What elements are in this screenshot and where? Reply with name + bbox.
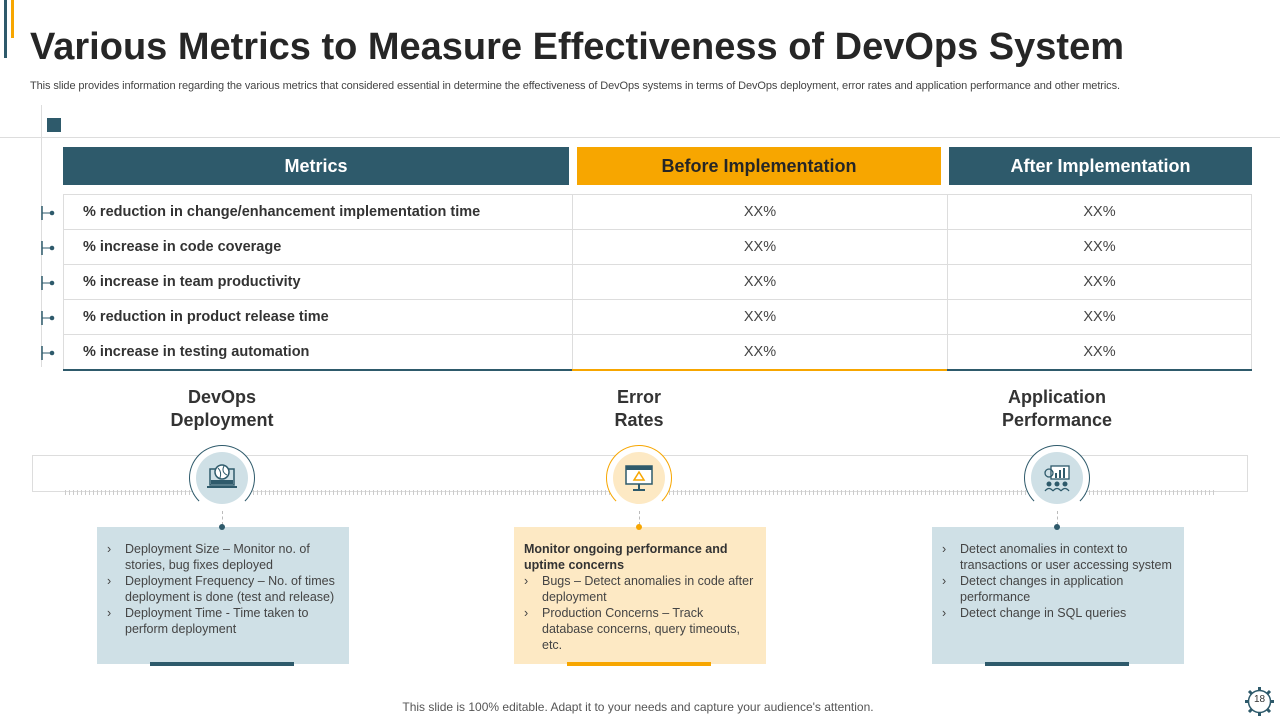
connector-line	[1057, 511, 1058, 525]
table-row: % increase in code coverage XX% XX%	[63, 230, 1252, 265]
section-title-line: Application	[1008, 387, 1106, 407]
box-underline	[985, 662, 1129, 666]
connector-line	[639, 511, 640, 525]
metric-cell: % increase in code coverage	[64, 230, 573, 264]
box-underline	[150, 662, 294, 666]
section-icon-circle	[189, 445, 255, 511]
metric-cell: % increase in team productivity	[64, 265, 573, 299]
section-box: Monitor ongoing performance and uptime c…	[514, 527, 766, 664]
table-row: % increase in testing automation XX% XX%	[63, 335, 1252, 370]
table-bottom-border	[947, 369, 1252, 371]
gear-icon: 18	[1243, 685, 1276, 718]
table-row: % reduction in change/enhancement implem…	[63, 195, 1252, 230]
bullet-item: Detect changes in application performanc…	[942, 573, 1172, 605]
table-bottom-border	[572, 369, 947, 371]
section-box: Deployment Size – Monitor no. of stories…	[97, 527, 349, 664]
after-cell: XX%	[1083, 309, 1116, 325]
table-row: % increase in team productivity XX% XX%	[63, 265, 1252, 300]
header-before: Before Implementation	[577, 147, 941, 185]
row-connector-icon	[41, 276, 55, 290]
footer-text: This slide is 100% editable. Adapt it to…	[402, 700, 874, 714]
accent-bar-teal	[4, 0, 7, 58]
bullet-item: Bugs – Detect anomalies in code after de…	[524, 573, 754, 605]
before-cell: XX%	[573, 230, 948, 264]
section-box: Detect anomalies in context to transacti…	[932, 527, 1184, 664]
analytics-team-icon	[1031, 452, 1083, 504]
section-title: Application Performance	[937, 386, 1177, 432]
after-cell: XX%	[1083, 239, 1116, 255]
before-cell: XX%	[573, 335, 948, 369]
divider	[0, 137, 1280, 138]
square-marker	[47, 118, 61, 132]
table-bottom-border	[63, 369, 572, 371]
page-title: Various Metrics to Measure Effectiveness…	[30, 26, 1124, 68]
accent-bar-orange	[11, 0, 14, 38]
bullet-item: Detect anomalies in context to transacti…	[942, 541, 1172, 573]
connector-dot	[1054, 524, 1060, 530]
page-subtitle: This slide provides information regardin…	[30, 80, 1120, 92]
bullet-item: Detect change in SQL queries	[942, 605, 1172, 621]
section-icon-circle	[1024, 445, 1090, 511]
section-icon-circle	[606, 445, 672, 511]
section-title-line: DevOps	[187, 387, 257, 407]
monitor-warning-icon	[613, 452, 665, 504]
after-cell: XX%	[1083, 344, 1116, 360]
section-title-line: Rates	[614, 410, 664, 430]
metric-cell: % reduction in change/enhancement implem…	[64, 195, 573, 229]
metric-cell: % reduction in product release time	[64, 300, 573, 334]
metric-cell: % increase in testing automation	[64, 335, 573, 369]
row-connector-icon	[41, 346, 55, 360]
box-intro: Monitor ongoing performance and uptime c…	[524, 542, 728, 572]
bullet-item: Production Concerns – Track database con…	[524, 605, 754, 653]
section-title-line: Error	[616, 387, 661, 407]
before-cell: XX%	[573, 300, 948, 334]
bullet-item: Deployment Time - Time taken to perform …	[107, 605, 337, 637]
header-after: After Implementation	[949, 147, 1252, 185]
after-cell: XX%	[1083, 204, 1116, 220]
row-connector-icon	[41, 241, 55, 255]
section-title-line: Deployment	[170, 410, 274, 430]
bullet-item: Deployment Frequency – No. of times depl…	[107, 573, 337, 605]
before-cell: XX%	[573, 265, 948, 299]
section-title-line: Performance	[1001, 410, 1113, 430]
vertical-line	[41, 105, 42, 367]
header-metrics: Metrics	[63, 147, 569, 185]
section-title: Error Rates	[519, 386, 759, 432]
row-connector-icon	[41, 311, 55, 325]
laptop-deploy-icon	[196, 452, 248, 504]
bullet-item: Deployment Size – Monitor no. of stories…	[107, 541, 337, 573]
connector-dot	[219, 524, 225, 530]
section-title: DevOps Deployment	[102, 386, 342, 432]
table-row: % reduction in product release time XX% …	[63, 300, 1252, 335]
table-top-border	[63, 194, 1252, 195]
after-cell: XX%	[1083, 274, 1116, 290]
before-cell: XX%	[573, 195, 948, 229]
row-connector-icon	[41, 206, 55, 220]
box-underline	[567, 662, 711, 666]
page-number: 18	[1253, 694, 1266, 705]
connector-line	[222, 511, 223, 525]
connector-dot	[636, 524, 642, 530]
